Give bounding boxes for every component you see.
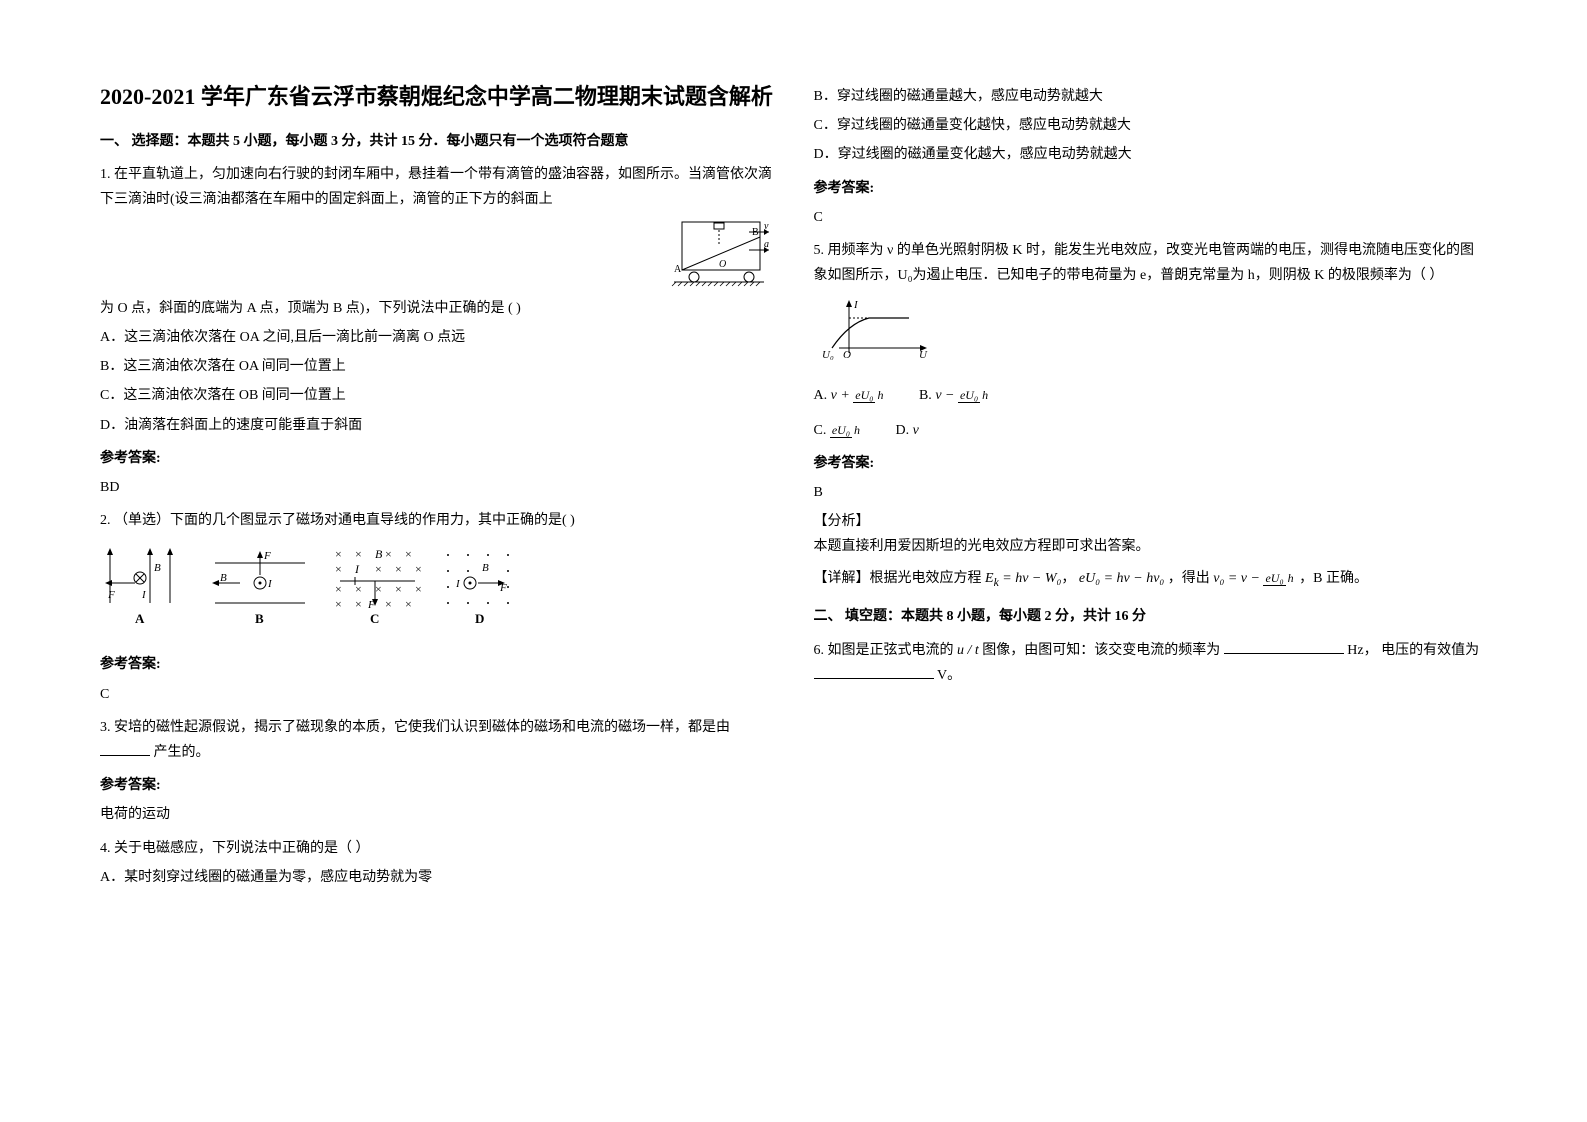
svg-text:I: I — [853, 299, 859, 311]
q5-options-row1: A. ν + eU₀h B. ν − eU₀h — [814, 383, 1488, 408]
svg-text:B: B — [154, 562, 161, 574]
svg-text:U₀: U₀ — [822, 349, 834, 361]
left-column: 2020-2021 学年广东省云浮市蔡朝焜纪念中学高二物理期末试题含解析 一、 … — [100, 80, 774, 1042]
q5-analysis-label: 【分析】 — [814, 509, 1488, 534]
svg-text:F: F — [263, 550, 271, 562]
svg-text:F: F — [107, 589, 115, 601]
q4-answer-label: 参考答案: — [814, 176, 1488, 201]
svg-text:D: D — [475, 611, 484, 626]
svg-text:B: B — [752, 227, 759, 238]
q5-optD: D. ν — [896, 418, 919, 443]
svg-text:B: B — [375, 547, 383, 561]
svg-text:×: × — [415, 562, 422, 576]
svg-text:I: I — [455, 578, 461, 590]
q2-answer: C — [100, 682, 774, 707]
svg-text:×: × — [335, 547, 342, 561]
q5-optB: B. ν − eU₀h — [919, 383, 990, 408]
q5-answer: B — [814, 480, 1488, 505]
right-column: B．穿过线圈的磁通量越大，感应电动势就越大 C．穿过线圈的磁通量变化越快，感应电… — [814, 80, 1488, 1042]
q6-stem2: 图像，由图可知：该交变电流的频率为 — [982, 643, 1224, 658]
svg-text:×: × — [355, 582, 362, 596]
q3-answer-label: 参考答案: — [100, 773, 774, 798]
q2-answer-label: 参考答案: — [100, 652, 774, 677]
q2-stem: 2. （单选）下面的几个图显示了磁场对通电直导线的作用力，其中正确的是( ) — [100, 508, 774, 533]
svg-text:I: I — [141, 589, 147, 601]
q5-optA: A. ν + eU₀h — [814, 383, 886, 408]
q1-optA: A．这三滴油依次落在 OA 之间,且后一滴比前一滴离 O 点远 — [100, 325, 774, 350]
svg-text:B: B — [220, 572, 227, 584]
section1-header: 一、 选择题：本题共 5 小题，每小题 3 分，共计 15 分．每小题只有一个选… — [100, 129, 774, 154]
q4-optB: B．穿过线圈的磁通量越大，感应电动势就越大 — [814, 84, 1488, 109]
q2-diagram: B F I A B I F B ×× B×× × — [100, 543, 774, 642]
q6-stem3: Hz， 电压的有效值为 — [1347, 643, 1479, 658]
q6-blank2 — [814, 678, 934, 679]
q3-answer: 电荷的运动 — [100, 802, 774, 827]
q1-diagram: v a B A O — [664, 217, 774, 296]
q3-stem2: 产生的。 — [154, 745, 210, 760]
page-title: 2020-2021 学年广东省云浮市蔡朝焜纪念中学高二物理期末试题含解析 — [100, 80, 774, 113]
q1-optC: C．这三滴油依次落在 OB 间同一位置上 — [100, 383, 774, 408]
svg-text:A: A — [135, 611, 145, 626]
q1-stem1: 1. 在平直轨道上，匀加速向右行驶的封闭车厢中，悬挂着一个带有滴管的盛油容器，如… — [100, 162, 774, 212]
q4-optC: C．穿过线圈的磁通量变化越快，感应电动势就越大 — [814, 113, 1488, 138]
q6-blank1 — [1224, 653, 1344, 654]
svg-text:F: F — [499, 582, 507, 594]
svg-text:U: U — [919, 349, 928, 361]
q6-stem4: V。 — [937, 668, 961, 683]
svg-text:B: B — [255, 611, 264, 626]
svg-text:B: B — [482, 562, 489, 574]
svg-text:×: × — [405, 597, 412, 611]
svg-text:×: × — [355, 547, 362, 561]
q1-stem2: 为 O 点，斜面的底端为 A 点，顶端为 B 点)，下列说法中正确的是 ( ) — [100, 296, 774, 321]
svg-text:×: × — [395, 582, 402, 596]
q5-detail: 【详解】根据光电效应方程 Ek = hν − W₀， eU₀ = hν − hν… — [814, 566, 1488, 593]
q6: 6. 如图是正弦式电流的 u / t 图像，由图可知：该交变电流的频率为 Hz，… — [814, 638, 1488, 688]
q4-optD: D．穿过线圈的磁通量变化越大，感应电动势就越大 — [814, 142, 1488, 167]
q3-stem1: 3. 安培的磁性起源假说，揭示了磁现象的本质，它使我们认识到磁体的磁场和电流的磁… — [100, 720, 730, 735]
svg-text:A: A — [674, 264, 682, 275]
q5-optC: C. eU₀h — [814, 418, 863, 443]
q3-blank — [100, 755, 150, 756]
svg-text:×: × — [405, 547, 412, 561]
svg-text:×: × — [335, 562, 342, 576]
q1-optB: B．这三滴油依次落在 OA 间同一位置上 — [100, 354, 774, 379]
q4-answer: C — [814, 205, 1488, 230]
svg-text:×: × — [385, 597, 392, 611]
q3: 3. 安培的磁性起源假说，揭示了磁现象的本质，它使我们认识到磁体的磁场和电流的磁… — [100, 715, 774, 765]
q5-answer-label: 参考答案: — [814, 451, 1488, 476]
q5-stem: 5. 用频率为 ν 的单色光照射阴极 K 时，能发生光电效应，改变光电管两端的电… — [814, 238, 1488, 288]
svg-text:I: I — [354, 562, 360, 576]
svg-text:×: × — [355, 597, 362, 611]
svg-text:×: × — [375, 582, 382, 596]
svg-text:×: × — [335, 582, 342, 596]
q1-answer: BD — [100, 475, 774, 500]
svg-text:×: × — [385, 547, 392, 561]
svg-text:×: × — [375, 562, 382, 576]
q5-analysis-text: 本题直接利用爱因斯坦的光电效应方程即可求出答案。 — [814, 534, 1488, 559]
q1-optD: D．油滴落在斜面上的速度可能垂直于斜面 — [100, 413, 774, 438]
q1-answer-label: 参考答案: — [100, 446, 774, 471]
q5-options-row2: C. eU₀h D. ν — [814, 418, 1488, 443]
svg-text:×: × — [335, 597, 342, 611]
svg-text:×: × — [415, 582, 422, 596]
q4-stem: 4. 关于电磁感应，下列说法中正确的是（ ） — [100, 836, 774, 861]
svg-text:×: × — [395, 562, 402, 576]
svg-text:O: O — [843, 349, 851, 361]
q5-graph: I U U₀ O — [814, 298, 1488, 372]
svg-text:C: C — [370, 611, 379, 626]
q6-stem1: 6. 如图是正弦式电流的 — [814, 643, 954, 658]
svg-text:O: O — [719, 259, 726, 270]
q4-optA: A．某时刻穿过线圈的磁通量为零，感应电动势就为零 — [100, 865, 774, 890]
svg-text:I: I — [267, 578, 273, 590]
section2-header: 二、 填空题：本题共 8 小题，每小题 2 分，共计 16 分 — [814, 604, 1488, 629]
